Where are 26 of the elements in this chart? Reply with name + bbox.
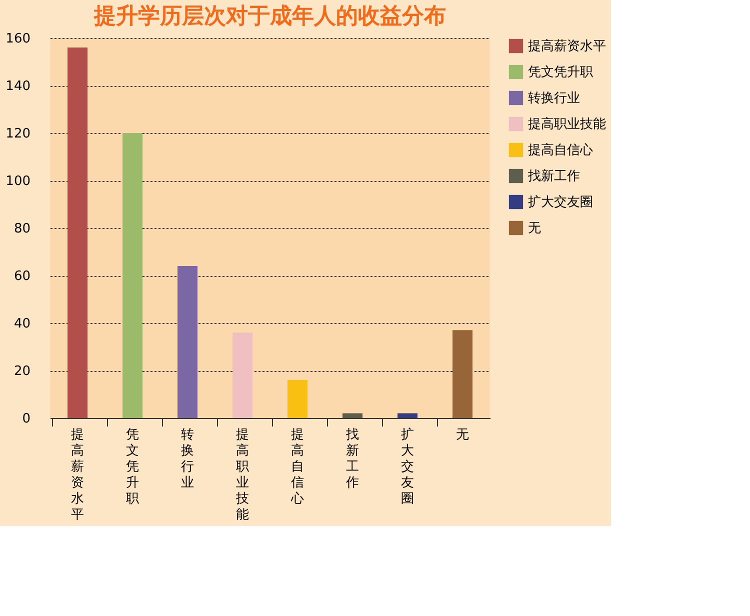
y-tick-label: 20 xyxy=(14,364,30,379)
legend-label: 提高自信心 xyxy=(528,142,593,158)
y-tick-label: 80 xyxy=(14,222,30,236)
x-tick-label: 扩大交友圈 xyxy=(401,428,414,506)
y-tick-label: 120 xyxy=(6,126,30,142)
legend-label: 无 xyxy=(528,221,541,236)
y-tick-label: 60 xyxy=(14,269,30,284)
x-tick-label: 转换行业 xyxy=(181,428,194,490)
x-tick-label: 提高职业技能 xyxy=(235,428,249,522)
chart-title: 提升学历层次对于成年人的收益分布 xyxy=(93,4,446,29)
y-tick-label: 0 xyxy=(22,412,30,426)
legend-label: 提高职业技能 xyxy=(528,116,606,132)
x-tick-label: 提高自信心 xyxy=(290,428,304,506)
y-tick-label: 160 xyxy=(6,32,30,46)
y-tick-label: 140 xyxy=(6,79,30,94)
y-tick-label: 40 xyxy=(14,316,30,332)
legend-label: 凭文凭升职 xyxy=(528,65,593,80)
legend-label: 提高薪资水平 xyxy=(528,38,606,54)
x-tick-label: 找新工作 xyxy=(345,428,359,490)
x-tick-label: 提高薪资水平 xyxy=(71,428,84,522)
legend-label: 找新工作 xyxy=(527,169,580,184)
x-tick-label: 无 xyxy=(456,428,469,442)
x-tick-label: 凭文凭升职 xyxy=(126,428,139,506)
y-tick-label: 100 xyxy=(6,174,30,189)
legend-label: 转换行业 xyxy=(528,91,580,106)
legend-label: 扩大交友圈 xyxy=(528,194,593,210)
